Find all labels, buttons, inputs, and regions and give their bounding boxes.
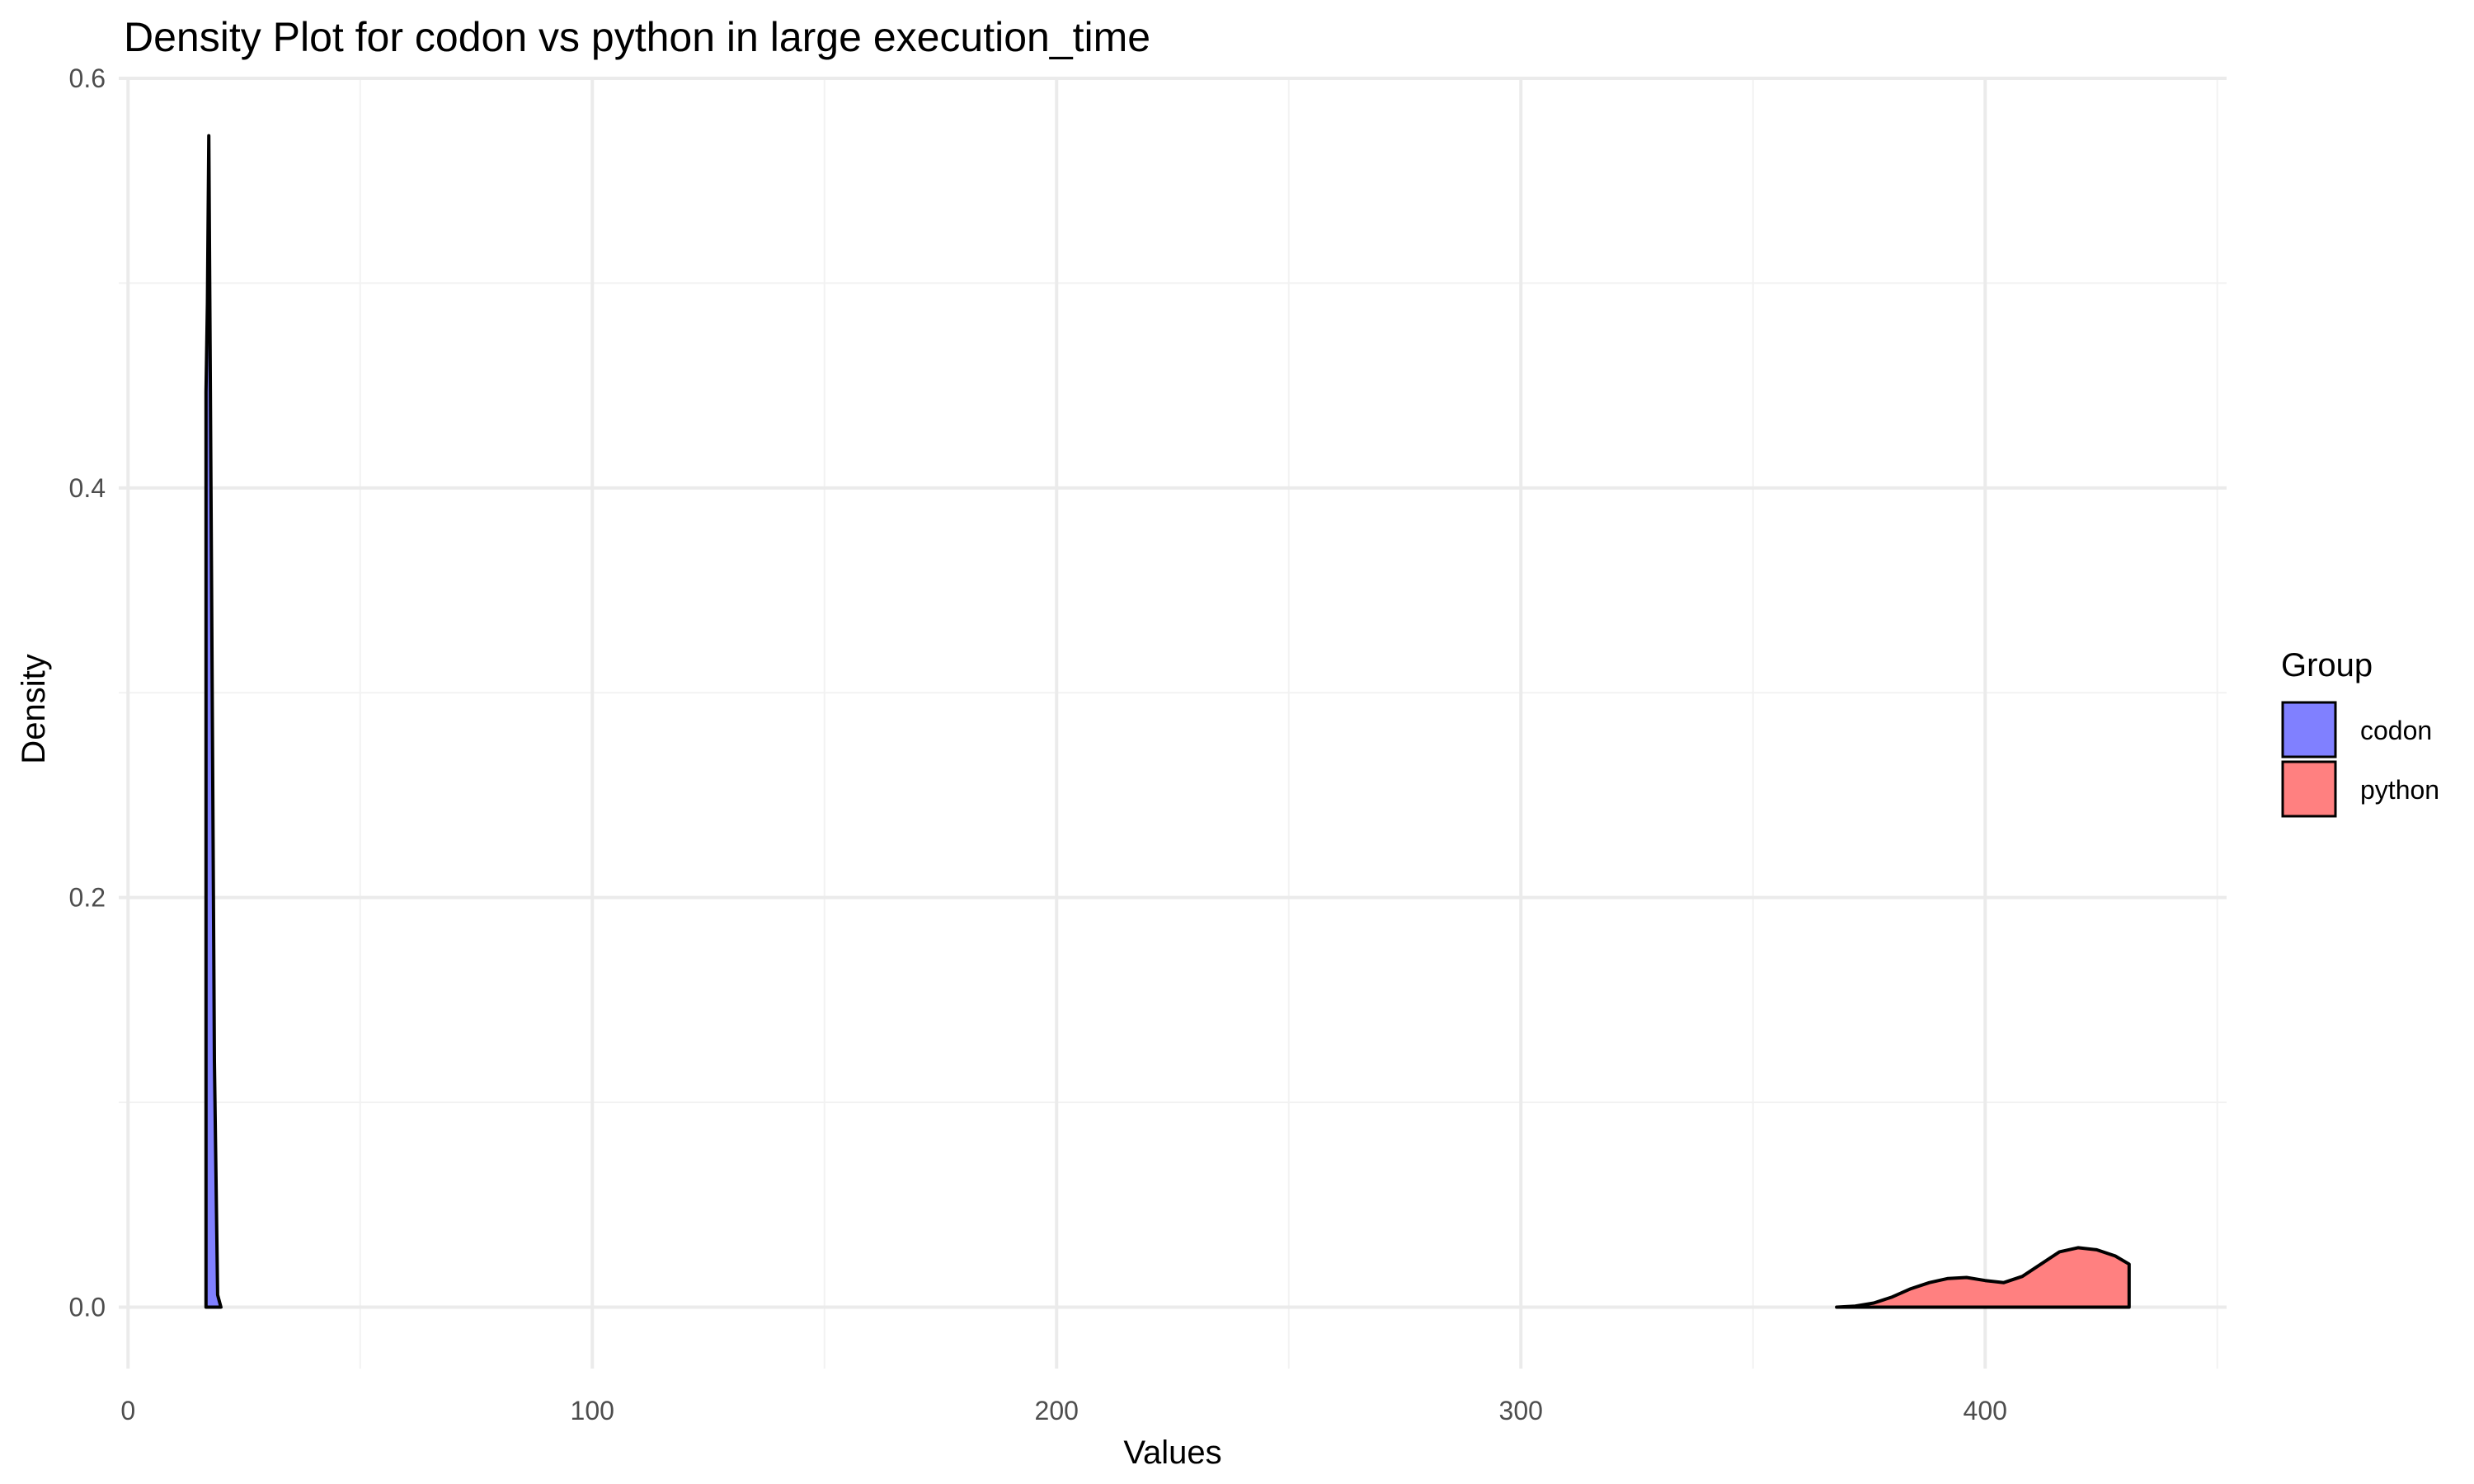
axis-ticks: 0 100 200 300 400 0.0 0.2 0.4 0.6 [69,63,2007,1425]
legend: Group codon python [2281,647,2439,818]
x-tick-label: 300 [1499,1396,1543,1425]
grid-lines [119,77,2227,1369]
y-tick-label: 0.2 [69,883,106,913]
x-axis-label: Values [1123,1435,1221,1471]
legend-label-codon: codon [2360,716,2432,745]
x-tick-label: 100 [571,1396,614,1425]
y-tick-label: 0.4 [69,473,106,503]
density-series [204,134,2131,1309]
y-axis-label: Density [16,654,52,763]
y-tick-label: 0.0 [69,1292,106,1322]
legend-title: Group [2281,647,2373,683]
y-tick-label: 0.6 [69,63,106,93]
density-area-codon [204,134,223,1309]
x-tick-label: 200 [1035,1396,1079,1425]
x-tick-label: 0 [120,1396,135,1425]
legend-label-python: python [2360,775,2439,805]
x-tick-label: 400 [1964,1396,2007,1425]
density-area-python [1835,1246,2131,1309]
legend-swatch-python [2281,760,2337,818]
chart-title: Density Plot for codon vs python in larg… [124,14,1150,60]
legend-swatch-codon [2281,701,2337,758]
